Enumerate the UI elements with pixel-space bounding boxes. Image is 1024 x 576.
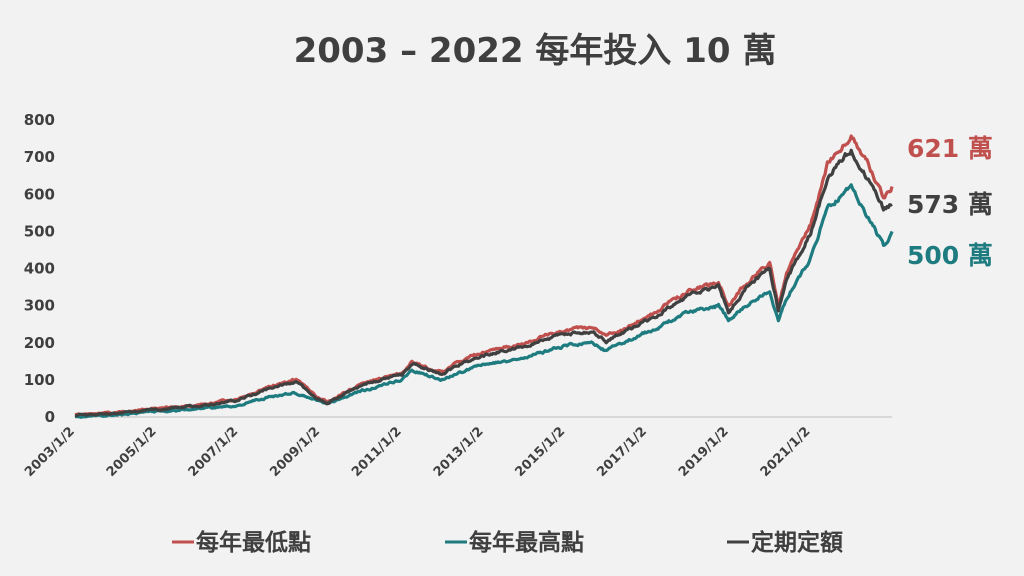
legend-label: 定期定額 (751, 529, 843, 556)
x-tick-label: 2009/1/2 (267, 424, 323, 480)
x-tick-label: 2021/1/2 (758, 424, 814, 480)
end-labels: 621 萬 573 萬 500 萬 (907, 134, 993, 270)
y-tick-label: 700 (24, 148, 55, 166)
x-axis: 2003/1/2 2005/1/2 2007/1/2 2009/1/2 2011/1/2… (22, 416, 892, 480)
series-lines (74, 134, 894, 419)
series-end-label: 621 萬 (907, 134, 993, 163)
y-tick-label: 300 (24, 297, 55, 315)
y-axis: 0 100 200 300 400 500 600 700 800 (24, 111, 55, 426)
series-line (74, 148, 893, 418)
y-tick-label: 500 (24, 222, 55, 240)
series-end-label: 573 萬 (907, 190, 993, 219)
series-line (74, 183, 894, 419)
y-tick-label: 400 (24, 260, 55, 278)
series-end-label: 500 萬 (907, 241, 993, 270)
y-tick-label: 0 (45, 408, 55, 426)
x-tick-label: 2013/1/2 (431, 424, 487, 480)
y-tick-label: 200 (24, 334, 55, 352)
y-tick-label: 600 (24, 185, 55, 203)
x-tick-label: 2017/1/2 (594, 424, 650, 480)
x-tick-label: 2015/1/2 (513, 424, 569, 480)
x-tick-label: 2003/1/2 (22, 424, 78, 480)
x-tick-label: 2011/1/2 (349, 424, 405, 480)
legend-label: 每年最低點 (196, 529, 311, 556)
x-tick-label: 2007/1/2 (186, 424, 242, 480)
chart-title: 2003 – 2022 每年投入 10 萬 (294, 31, 777, 71)
x-tick-label: 2019/1/2 (676, 424, 732, 480)
legend-label: 每年最高點 (469, 529, 584, 556)
y-tick-label: 100 (24, 371, 55, 389)
x-tick-label: 2005/1/2 (104, 424, 160, 480)
y-tick-label: 800 (24, 111, 55, 129)
legend: 每年最低點 每年最高點 定期定額 (172, 529, 843, 556)
